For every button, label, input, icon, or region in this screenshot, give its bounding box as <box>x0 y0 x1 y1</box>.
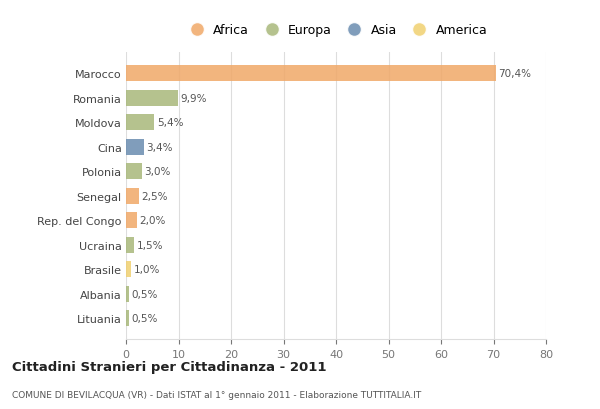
Bar <box>126 310 128 326</box>
Text: 70,4%: 70,4% <box>498 69 531 79</box>
Bar <box>126 139 144 155</box>
Text: 0,5%: 0,5% <box>131 289 158 299</box>
Bar <box>126 91 178 106</box>
Bar <box>126 213 137 229</box>
Text: 5,4%: 5,4% <box>157 118 184 128</box>
Text: Cittadini Stranieri per Cittadinanza - 2011: Cittadini Stranieri per Cittadinanza - 2… <box>12 360 326 373</box>
Legend: Africa, Europa, Asia, America: Africa, Europa, Asia, America <box>179 19 493 42</box>
Text: 3,4%: 3,4% <box>146 142 173 153</box>
Text: 3,0%: 3,0% <box>145 167 171 177</box>
Bar <box>126 286 128 302</box>
Bar <box>126 189 139 204</box>
Bar <box>126 237 134 253</box>
Bar <box>126 115 154 131</box>
Text: 2,0%: 2,0% <box>139 216 166 226</box>
Text: 0,5%: 0,5% <box>131 314 158 324</box>
Text: 9,9%: 9,9% <box>181 94 207 103</box>
Text: 2,5%: 2,5% <box>142 191 168 201</box>
Bar <box>126 262 131 278</box>
Bar <box>126 164 142 180</box>
Text: 1,5%: 1,5% <box>137 240 163 250</box>
Bar <box>126 66 496 82</box>
Text: 1,0%: 1,0% <box>134 265 160 274</box>
Text: COMUNE DI BEVILACQUA (VR) - Dati ISTAT al 1° gennaio 2011 - Elaborazione TUTTITA: COMUNE DI BEVILACQUA (VR) - Dati ISTAT a… <box>12 390 421 399</box>
